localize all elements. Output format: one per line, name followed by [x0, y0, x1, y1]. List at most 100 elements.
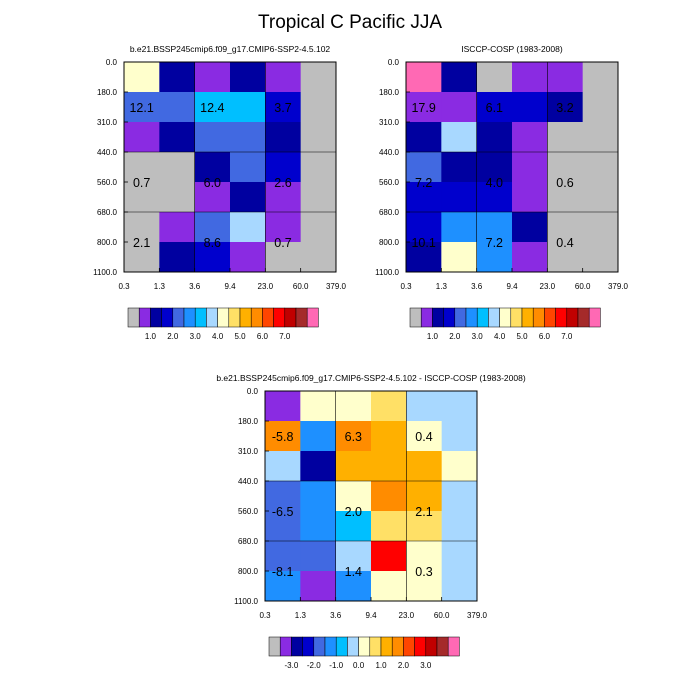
- heatmap-cell: [512, 182, 548, 213]
- colorbar-label: 4.0: [212, 332, 224, 341]
- heatmap-cell: [441, 152, 478, 183]
- heatmap-cell: [371, 571, 407, 602]
- colorbar-label: 3.0: [472, 332, 484, 341]
- y-tick-label: 310.0: [238, 447, 259, 456]
- heatmap-cell: [476, 92, 513, 123]
- x-tick-label: 60.0: [293, 282, 309, 291]
- heatmap-cell: [441, 122, 478, 153]
- heatmap-cell: [406, 242, 442, 273]
- data-label: 12.1: [129, 101, 153, 115]
- x-tick-label: 9.4: [224, 282, 236, 291]
- heatmap-cell: [124, 62, 160, 93]
- colorbar-label: -1.0: [329, 661, 343, 670]
- colorbar-label: 7.0: [279, 332, 291, 341]
- colorbar-label: 4.0: [494, 332, 506, 341]
- figure-title: Tropical C Pacific JJA: [258, 12, 442, 33]
- heatmap-cell: [441, 571, 478, 602]
- heatmap-cell: [476, 242, 513, 273]
- colorbar-label: 2.0: [167, 332, 179, 341]
- panel-title: b.e21.BSSP245cmip6.f09_g17.CMIP6-SSP2-4.…: [130, 44, 331, 54]
- colorbar-box: [447, 636, 460, 657]
- heatmap-cell: [265, 391, 301, 422]
- heatmap-cell: [159, 182, 196, 213]
- heatmap-cell: [265, 182, 302, 213]
- colorbar-box: [425, 636, 438, 657]
- heatmap-cell: [300, 242, 337, 273]
- colorbar-box: [324, 636, 337, 657]
- heatmap-cell: [371, 541, 407, 572]
- heatmap-cell: [300, 511, 337, 542]
- y-tick-label: 440.0: [379, 148, 400, 157]
- heatmap-cell: [406, 451, 443, 482]
- colorbar-box: [279, 636, 292, 657]
- heatmap-cell: [265, 421, 301, 452]
- x-tick-label: 379.0: [608, 282, 629, 291]
- heatmap-cell: [124, 242, 160, 273]
- panel-model: b.e21.BSSP245cmip6.f09_g17.CMIP6-SSP2-4.…: [93, 44, 346, 341]
- colorbar-box: [194, 307, 207, 328]
- heatmap-cell: [265, 242, 302, 273]
- heatmap-cell: [265, 212, 302, 243]
- heatmap-cell: [582, 242, 619, 273]
- heatmap-cell: [476, 62, 513, 93]
- heatmap-cell: [441, 212, 478, 243]
- heatmap-cell: [300, 391, 337, 422]
- x-tick-label: 379.0: [326, 282, 347, 291]
- heatmap-cell: [582, 62, 619, 93]
- heatmap-cell: [335, 391, 372, 422]
- colorbar-box: [380, 636, 393, 657]
- heatmap-cell: [300, 122, 337, 153]
- y-tick-label: 1100.0: [375, 268, 399, 277]
- data-label: 10.1: [411, 236, 435, 250]
- heatmap-cell: [335, 511, 372, 542]
- x-tick-label: 23.0: [540, 282, 556, 291]
- colorbar-box: [414, 636, 427, 657]
- data-label: 2.0: [345, 505, 362, 519]
- data-label: 7.2: [486, 236, 503, 250]
- heatmap-cell: [230, 122, 266, 153]
- colorbar-label: 6.0: [257, 332, 269, 341]
- heatmap-cell: [406, 391, 443, 422]
- y-tick-label: 680.0: [238, 537, 259, 546]
- heatmap-cell: [476, 182, 513, 213]
- colorbar-box: [443, 307, 456, 328]
- heatmap-cell: [265, 541, 301, 572]
- heatmap-cell: [476, 122, 513, 153]
- y-tick-label: 440.0: [238, 477, 259, 486]
- heatmap-cell: [441, 481, 478, 512]
- heatmap-cell: [124, 182, 160, 213]
- heatmap-cell: [371, 481, 407, 512]
- heatmap-cell: [194, 92, 231, 123]
- heatmap-cell: [159, 242, 196, 273]
- panel-obs: ISCCP-COSP (1983-2008) 0.3 1.3 3.6 9.4 23.0 60…: [375, 44, 628, 341]
- colorbar-box: [544, 307, 556, 328]
- colorbar-box: [217, 307, 230, 328]
- y-tick-label: 0.0: [388, 58, 400, 67]
- heatmap-cell: [265, 122, 302, 153]
- heatmap-cell: [476, 152, 513, 183]
- data-label: 4.0: [486, 176, 503, 190]
- heatmap-cell: [406, 421, 443, 452]
- colorbar-label: 3.0: [420, 661, 432, 670]
- colorbar-box: [521, 307, 534, 328]
- heatmap-cell: [406, 511, 443, 542]
- heatmap-cell: [300, 182, 337, 213]
- colorbar-box: [566, 307, 579, 328]
- x-tick-label: 1.3: [295, 611, 307, 620]
- data-label: 12.4: [200, 101, 224, 115]
- heatmap-cell: [230, 212, 266, 243]
- heatmap-cell: [230, 92, 266, 123]
- heatmap-cell: [512, 122, 548, 153]
- colorbar-label: 2.0: [449, 332, 461, 341]
- heatmap-cell: [159, 62, 196, 93]
- heatmap-cell: [230, 242, 266, 273]
- heatmap-cell: [159, 152, 196, 183]
- heatmap-cell: [194, 212, 231, 243]
- colorbar-box: [273, 307, 286, 328]
- x-tick-label: 60.0: [575, 282, 591, 291]
- data-label: 0.6: [556, 176, 573, 190]
- heatmap-cell: [406, 152, 442, 183]
- heatmap-cell: [335, 451, 372, 482]
- colorbar-box: [228, 307, 241, 328]
- colorbar-box: [499, 307, 512, 328]
